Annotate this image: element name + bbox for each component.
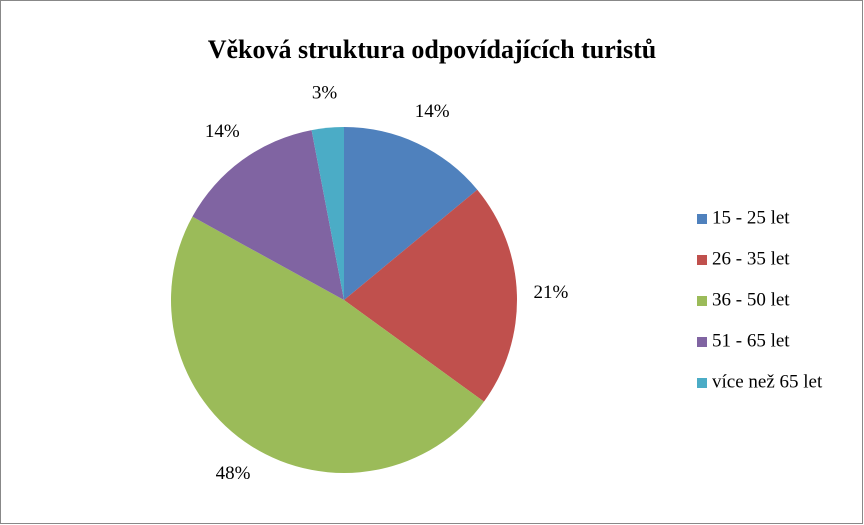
chart-title: Věková struktura odpovídajících turistů [208, 35, 657, 64]
legend-swatch [697, 378, 707, 388]
legend-swatch [697, 296, 707, 306]
data-label: 14% [415, 101, 450, 122]
data-label: 3% [312, 82, 338, 103]
pie-slice [192, 130, 344, 300]
pie-slice [311, 127, 344, 300]
legend-swatch [697, 255, 707, 265]
pie-slice [344, 127, 478, 300]
data-label: 14% [205, 121, 240, 142]
legend-label: 36 - 50 let [712, 289, 790, 310]
data-label: 21% [533, 282, 568, 303]
legend-label: více než 65 let [712, 371, 823, 392]
legend-swatch [697, 337, 707, 347]
legend-label: 26 - 35 let [712, 248, 790, 269]
pie-slice [170, 216, 484, 474]
legend-swatch [697, 214, 707, 224]
pie-slice [344, 189, 517, 402]
legend-label: 15 - 25 let [712, 207, 790, 228]
data-label: 48% [216, 463, 251, 484]
legend-label: 51 - 65 let [712, 330, 790, 351]
